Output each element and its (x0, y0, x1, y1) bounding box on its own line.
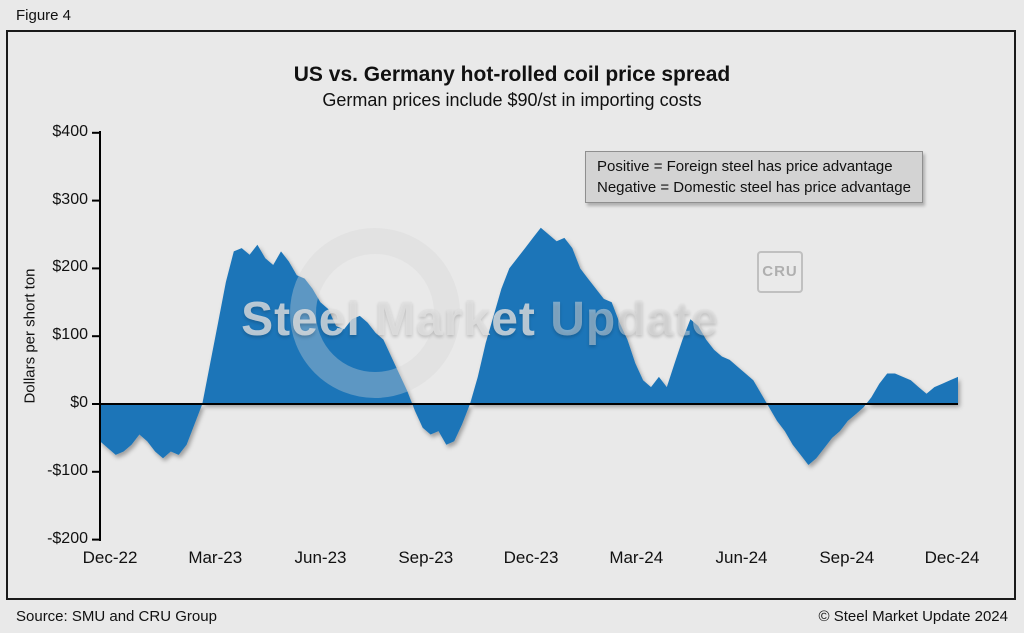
y-tick-label: $0 (70, 394, 88, 411)
x-tick-label: Sep-23 (398, 548, 454, 567)
x-tick-label: Mar-23 (188, 548, 243, 567)
y-tick-label: -$100 (47, 461, 88, 479)
copyright-note: © Steel Market Update 2024 (818, 608, 1009, 625)
source-note: Source: SMU and CRU Group (16, 608, 217, 625)
y-tick-label: $100 (52, 326, 88, 344)
legend-note-line1: Positive = Foreign steel has price advan… (597, 158, 893, 175)
x-tick-label: Sep-24 (819, 548, 875, 567)
legend-note-line2: Negative = Domestic steel has price adva… (597, 179, 911, 196)
chart-subtitle: German prices include $90/st in importin… (322, 90, 702, 110)
x-tick-label: Jun-23 (294, 548, 347, 567)
cru-watermark-badge: CRU (757, 251, 803, 293)
y-tick-label: $200 (52, 258, 88, 276)
x-tick-label: Dec-23 (503, 548, 559, 567)
figure-label: Figure 4 (16, 7, 72, 24)
spread-area (100, 227, 958, 465)
x-axis-tick-labels: Dec-22 Mar-23 Jun-23 Sep-23 Dec-23 Mar-24 Jun-… (0, 548, 1024, 572)
y-tick-label: $400 (52, 122, 88, 140)
y-tick-label: $300 (52, 190, 88, 208)
chart-title: US vs. Germany hot-rolled coil price spr… (293, 63, 731, 86)
chart-panel (6, 30, 1016, 600)
x-tick-label: Dec-22 (82, 548, 138, 567)
x-tick-label: Mar-24 (609, 548, 664, 567)
y-tick-label: -$200 (47, 529, 88, 547)
legend-note: Positive = Foreign steel has price advan… (585, 151, 923, 203)
x-tick-label: Dec-24 (924, 548, 980, 567)
smu-logo-watermark (290, 228, 460, 398)
x-tick-label: Jun-24 (715, 548, 768, 567)
y-axis-tick-labels: $400 $300 $200 $100 $0 -$100 -$200 (0, 0, 90, 633)
